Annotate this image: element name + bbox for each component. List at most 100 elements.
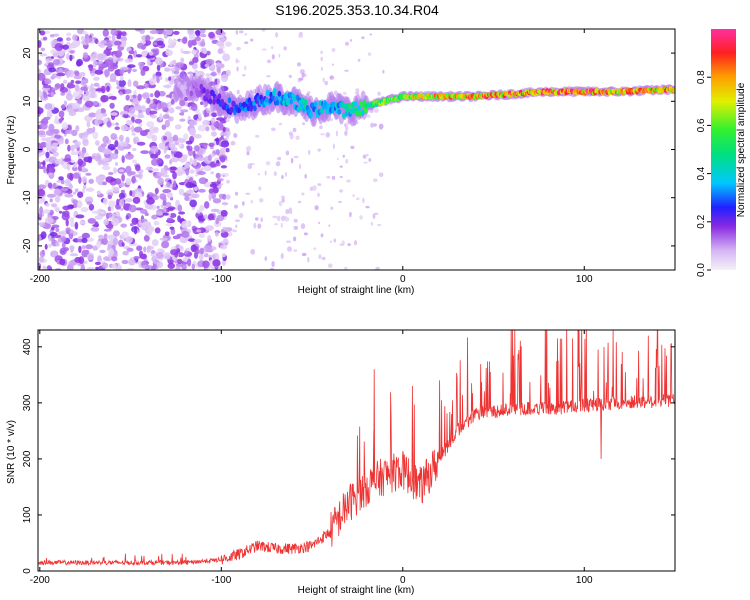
heatmap-cell: [134, 188, 143, 193]
heatmap-cell: [76, 98, 82, 104]
heatmap-cell: [264, 97, 269, 104]
heatmap-cell: [135, 54, 143, 58]
heatmap-cell: [185, 168, 190, 176]
heatmap-cell: [98, 234, 104, 239]
heatmap-cell: [169, 213, 177, 218]
heatmap-cell: [95, 112, 104, 120]
heatmap-cell: [144, 203, 154, 210]
heatmap-cell: [342, 91, 347, 95]
heatmap-cell: [54, 196, 61, 203]
heatmap-cell: [82, 184, 87, 190]
heatmap-cell: [79, 72, 86, 77]
heatmap-cell: [369, 109, 374, 113]
heatmap-cell: [205, 73, 211, 77]
heatmap-cell: [188, 120, 198, 126]
heatmap-cell: [210, 131, 217, 137]
heatmap-cell: [297, 200, 302, 204]
heatmap-cell: [284, 217, 290, 222]
heatmap-cell: [137, 93, 142, 101]
heatmap-cell: [322, 77, 325, 83]
heatmap-cell: [137, 42, 144, 49]
heatmap-cell: [75, 80, 82, 84]
heatmap-cell: [74, 221, 79, 230]
heatmap-cell: [329, 75, 335, 80]
heatmap-cell: [88, 112, 97, 118]
heatmap-cell: [177, 143, 183, 148]
heatmap-cell: [70, 79, 75, 84]
heatmap-cell: [200, 101, 204, 105]
heatmap-cell: [216, 35, 225, 38]
heatmap-cell: [64, 193, 74, 198]
x-tick-label: -200: [30, 575, 50, 586]
heatmap-cell: [72, 102, 81, 110]
heatmap-cell: [77, 191, 84, 198]
heatmap-cell: [345, 125, 349, 132]
heatmap-cell: [204, 142, 208, 150]
heatmap-cell: [122, 250, 129, 256]
heatmap-cell: [82, 139, 89, 147]
heatmap-cell: [121, 68, 125, 74]
heatmap-cell: [359, 101, 363, 107]
heatmap-cell: [46, 265, 53, 270]
heatmap-cell: [149, 103, 157, 110]
heatmap-cell: [339, 243, 344, 246]
heatmap-cell: [195, 173, 199, 177]
colorbar-tick-label: 0.8: [696, 70, 707, 84]
heatmap-cell: [162, 30, 166, 35]
heatmap-cell: [156, 157, 163, 165]
heatmap-cell: [74, 84, 80, 93]
heatmap-cell: [288, 131, 293, 136]
heatmap-cell: [320, 66, 323, 72]
heatmap-cell: [38, 90, 41, 97]
heatmap-cell: [217, 48, 224, 54]
heatmap-cell: [95, 88, 104, 92]
heatmap-cell: [42, 36, 48, 41]
heatmap-cell: [359, 215, 363, 220]
heatmap-cell: [54, 115, 59, 121]
heatmap-cell: [164, 29, 173, 36]
heatmap-cell: [164, 67, 171, 72]
heatmap-cell: [99, 249, 106, 254]
heatmap-cell: [244, 65, 247, 71]
heatmap-cell: [301, 252, 307, 257]
heatmap-cell: [361, 109, 365, 116]
heatmap-cell: [212, 198, 222, 204]
heatmap-cell: [52, 52, 58, 58]
heatmap-cell: [69, 184, 74, 189]
heatmap-cell: [64, 129, 74, 134]
heatmap-cell: [54, 134, 62, 139]
heatmap-cell: [287, 246, 292, 252]
heatmap-cell: [43, 92, 48, 99]
heatmap-cell: [296, 62, 302, 67]
heatmap-cell: [44, 78, 52, 85]
heatmap-cell: [172, 171, 177, 180]
heatmap-cell: [170, 228, 176, 235]
heatmap-cell: [225, 133, 230, 140]
heatmap-cell: [220, 131, 223, 136]
heatmap-cell: [67, 82, 73, 89]
heatmap-cell: [169, 166, 177, 171]
heatmap-cell: [133, 126, 143, 133]
y-tick-label: 0: [22, 568, 33, 574]
heatmap-cell: [179, 109, 189, 113]
heatmap-cell: [234, 191, 239, 196]
heatmap-cell: [285, 150, 290, 156]
heatmap-cell: [87, 156, 93, 164]
heatmap-cell: [100, 40, 107, 44]
heatmap-cell: [196, 156, 205, 161]
heatmap-cell: [139, 209, 148, 214]
heatmap-cell: [362, 197, 365, 204]
heatmap-cell: [107, 42, 112, 49]
heatmap-cell: [308, 149, 311, 155]
heatmap-cell: [365, 205, 370, 209]
heatmap-cell: [134, 207, 144, 211]
heatmap-cell: [347, 102, 352, 109]
heatmap-cell: [125, 94, 130, 101]
heatmap-cell: [324, 80, 329, 86]
heatmap-cell: [44, 30, 50, 34]
heatmap-cell: [74, 256, 82, 263]
heatmap-cell: [211, 112, 218, 118]
heatmap-cell: [203, 165, 212, 172]
heatmap-cell: [253, 222, 257, 229]
heatmap-cell: [225, 41, 232, 47]
